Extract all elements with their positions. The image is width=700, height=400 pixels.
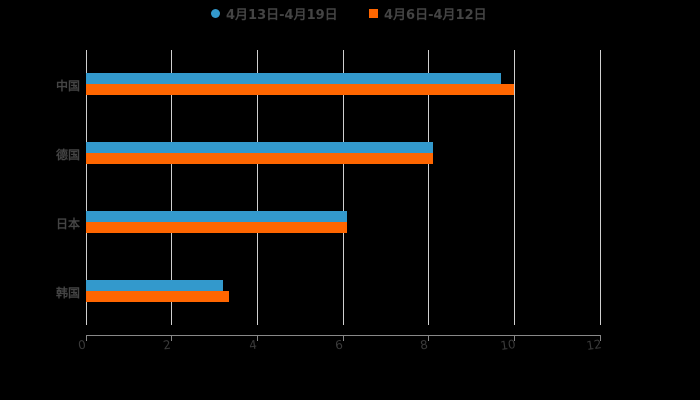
x-tick-label: 0 [77,337,87,353]
bar-china-0406[interactable] [86,84,515,95]
bar-germany-0413[interactable] [86,142,433,153]
bar-korea-0406[interactable] [86,291,230,302]
circle-marker-icon [211,8,220,18]
square-marker-icon [369,8,378,18]
x-tick-label: 10 [499,337,517,353]
x-tick-label: 6 [334,337,344,353]
gridline-6 [343,50,344,325]
legend-label: 4月6日-4月12日 [384,7,487,23]
x-tick [600,335,601,341]
x-tick [343,335,344,341]
bar-china-0413[interactable] [86,73,502,84]
x-tick [86,335,87,341]
gridline-12 [600,50,601,325]
gridline-4 [257,50,258,325]
legend-item-week-0406[interactable]: 4月6日-4月12日 [369,4,487,23]
x-tick [257,335,258,341]
x-tick [171,335,172,341]
category-label-germany: 德国 [55,148,80,162]
bar-germany-0406[interactable] [86,153,433,164]
x-tick-label: 8 [419,337,429,353]
x-tick [514,335,515,341]
legend-label: 4月13日-4月19日 [226,7,338,23]
category-label-china: 中国 [55,79,80,93]
legend-item-week-0413[interactable]: 4月13日-4月19日 [211,4,338,23]
x-tick-label: 2 [162,337,172,353]
gridline-10 [514,50,515,325]
chart-legend: 4月13日-4月19日 4月6日-4月12日 [0,4,700,23]
x-tick [428,335,429,341]
bar-japan-0406[interactable] [86,222,348,233]
gridline-0 [86,50,87,325]
bar-japan-0413[interactable] [86,211,348,222]
x-tick-label: 12 [585,337,603,353]
gridline-8 [428,50,429,325]
gridline-2 [171,50,172,325]
x-tick-label: 4 [248,337,258,353]
category-label-japan: 日本 [55,217,80,231]
category-label-korea: 韩国 [55,286,80,300]
bar-korea-0413[interactable] [86,280,224,291]
